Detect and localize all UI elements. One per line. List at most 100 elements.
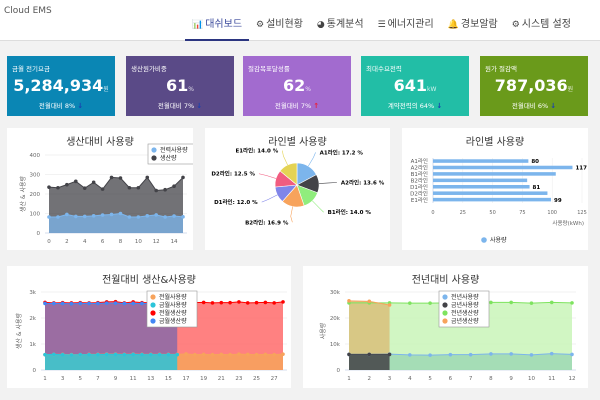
y-tick-label: D1라인 xyxy=(410,183,428,191)
x-tick-label: 8 xyxy=(119,239,123,245)
data-point xyxy=(87,301,91,306)
x-tick-label: 12 xyxy=(569,376,576,382)
tab-label: 경보알람 xyxy=(460,19,498,30)
tab-cogs[interactable]: ⚙ 설비현황 xyxy=(249,0,310,41)
chart-title: 라인별 사용량 xyxy=(465,137,525,148)
pie-label: A1라인: 17.2 % xyxy=(320,148,364,156)
kpi-card[interactable]: 최대수요전력 641kW 계약전력의 64% ↓ xyxy=(361,56,469,116)
comparison-text: 전월대비 7% xyxy=(157,102,195,110)
kpi-card[interactable]: 절감목표달성률 62% 전월대비 7% ↑ xyxy=(243,56,351,116)
data-point xyxy=(468,352,473,357)
legend-marker xyxy=(442,302,448,308)
data-point xyxy=(245,352,250,357)
data-point xyxy=(109,212,114,217)
x-tick-label: 3 xyxy=(388,376,392,382)
data-point xyxy=(272,352,276,357)
data-point xyxy=(56,215,60,219)
kpi-card[interactable]: 원가 절감액 787,036원 전월대비 6% ↓ xyxy=(480,56,588,116)
card-subtext: 전월대비 8% ↓ xyxy=(7,100,115,110)
y-tick-label: 20k xyxy=(330,316,341,322)
legend-label: 금년사용량 xyxy=(451,301,479,309)
pie-label-name: A2라인 xyxy=(341,178,359,186)
data-point xyxy=(74,179,78,184)
kpi-card[interactable]: 금월 전기요금 5,284,934원 전월대비 8% ↓ xyxy=(7,56,115,116)
pie-slice xyxy=(279,162,298,186)
pie-label-name: D2라인 xyxy=(211,170,230,178)
pie-label: D1라인: 12.0 % xyxy=(214,198,258,206)
chart-title: 라인별 사용량 xyxy=(268,137,327,148)
pie-label-value: : 14.0 % xyxy=(253,149,279,155)
brand-logo: Cloud EMS xyxy=(4,6,52,16)
data-point xyxy=(74,214,78,219)
data-point xyxy=(367,299,372,304)
x-tick-label: 11 xyxy=(130,376,137,382)
chart-panel-line-bar: 0 25 50 75 100 125 A1라인 80 A2라인 117 B1라인 B2라인 D1라인 81… xyxy=(402,128,588,250)
pie-label-name: B2라인 xyxy=(245,218,263,226)
data-point xyxy=(408,301,412,305)
x-tick-label: 9 xyxy=(114,376,118,382)
comparison-text: 전월대비 8% xyxy=(38,102,76,110)
x-tick-label: 10 xyxy=(528,376,535,382)
series-line xyxy=(49,212,184,218)
data-point xyxy=(47,185,51,189)
value-text: 62 xyxy=(283,76,306,95)
y-tick-label: 3k xyxy=(29,290,36,296)
tab-bar-chart[interactable]: 📊 대쉬보드 xyxy=(185,0,250,41)
data-point xyxy=(181,215,185,219)
legend-box xyxy=(147,143,193,165)
pie-connector xyxy=(318,182,337,184)
data-point xyxy=(166,352,171,357)
data-point xyxy=(131,301,135,306)
unit-text: 원 xyxy=(567,86,574,93)
x-tick-label: 1 xyxy=(43,376,47,382)
data-point xyxy=(87,352,91,357)
tab-list[interactable]: ☰ 에너지관리 xyxy=(371,0,441,41)
data-point xyxy=(347,352,351,357)
legend-label: 금년생산량 xyxy=(451,317,479,325)
bar-data-label: 117 xyxy=(575,166,587,172)
data-point xyxy=(219,352,224,357)
x-tick-label: 7 xyxy=(469,376,473,382)
y-axis-label: 생산 & 사용량 xyxy=(15,312,23,349)
tab-pie-chart[interactable]: ◕ 통계분석 xyxy=(310,0,371,41)
data-point xyxy=(163,187,167,192)
data-point xyxy=(570,352,574,357)
y-tick-label: B2라인 xyxy=(411,177,428,185)
chart-title: 생산대비 사용량 xyxy=(66,137,134,148)
bar-data-label: 99 xyxy=(554,198,562,204)
pie-label-name: E1라인 xyxy=(235,147,253,155)
data-point xyxy=(428,301,432,305)
series-line xyxy=(48,176,184,192)
x-tick-label: 2 xyxy=(368,376,372,382)
line-usage-pie-chart: A1라인: 17.2 %A2라인: 13.6 %B1라인: 14.0 %B2라인… xyxy=(211,147,384,227)
data-point xyxy=(387,352,392,357)
tab-gear[interactable]: ⚙ 시스템 설정 xyxy=(505,0,578,41)
tab-bell[interactable]: 🔔 경보알람 xyxy=(441,0,505,41)
arrow-down-icon: ↓ xyxy=(196,102,203,110)
pie-chart-icon: ◕ xyxy=(316,20,325,30)
data-point xyxy=(219,300,224,305)
kpi-card[interactable]: 생산원가비중 61% 전월대비 7% ↓ xyxy=(126,56,234,116)
legend-marker xyxy=(150,318,156,324)
arrow-up-icon: ↑ xyxy=(313,102,320,110)
data-point xyxy=(228,300,232,305)
pie-label-name: D1라인 xyxy=(214,198,233,206)
x-tick-label: 19 xyxy=(200,376,207,382)
data-point xyxy=(181,175,185,180)
pie-label-value: : 17.2 % xyxy=(338,150,364,156)
data-point xyxy=(489,352,493,356)
x-tick-label: 13 xyxy=(147,376,154,382)
x-tick-label: 100 xyxy=(547,210,557,216)
legend-label: 사용량 xyxy=(490,236,507,244)
unit-text: % xyxy=(188,86,194,93)
data-point xyxy=(163,215,167,219)
x-tick-label: 9 xyxy=(509,376,513,382)
legend-marker xyxy=(442,318,448,324)
list-icon: ☰ xyxy=(377,20,386,30)
card-value: 61% xyxy=(126,76,234,95)
legend-marker xyxy=(150,310,156,316)
data-point xyxy=(65,182,69,187)
legend-label: 전년사용량 xyxy=(451,293,479,301)
